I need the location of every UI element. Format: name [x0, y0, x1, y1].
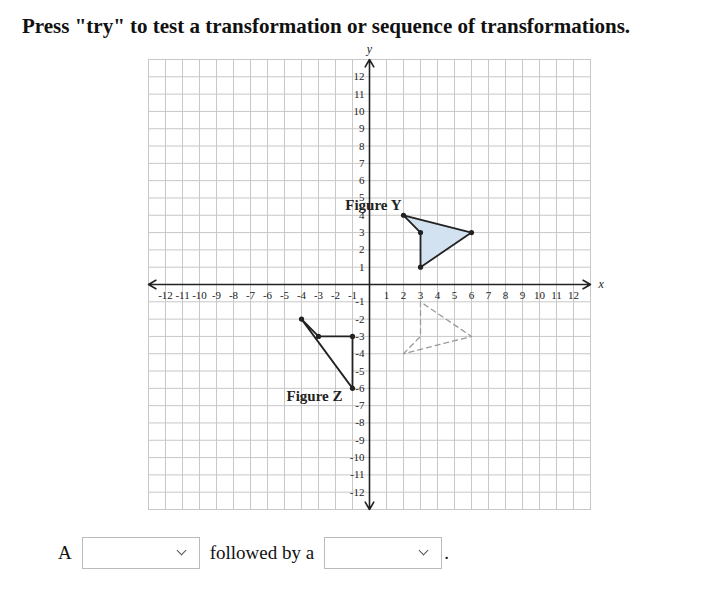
svg-text:3: 3	[359, 226, 365, 238]
svg-text:-2: -2	[355, 313, 364, 325]
svg-text:-11: -11	[350, 468, 364, 480]
svg-text:4: 4	[359, 208, 365, 221]
svg-text:-3: -3	[314, 289, 324, 301]
html-text:A: A	[58, 542, 72, 563]
svg-text:-7: -7	[246, 289, 256, 301]
svg-text:10: 10	[534, 289, 546, 301]
svg-text:-12: -12	[350, 486, 365, 498]
svg-text:-1: -1	[347, 289, 358, 301]
svg-text:-3: -3	[355, 330, 365, 342]
svg-text:6: 6	[359, 174, 365, 186]
svg-text:-6: -6	[263, 289, 273, 301]
svg-text:Figure Z: Figure Z	[287, 388, 343, 404]
svg-text:10: 10	[354, 105, 366, 117]
svg-text:-8: -8	[355, 416, 365, 428]
svg-text:11: 11	[551, 289, 562, 301]
svg-text:-4: -4	[297, 289, 307, 301]
svg-text:7: 7	[486, 289, 492, 301]
svg-text:-5: -5	[280, 289, 290, 301]
svg-text:7: 7	[359, 157, 365, 169]
svg-text:12: 12	[568, 289, 579, 301]
svg-text:12: 12	[354, 70, 365, 82]
svg-text:11: 11	[354, 88, 365, 100]
svg-text:3: 3	[418, 289, 424, 301]
svg-text:1: 1	[359, 261, 365, 273]
svg-text:-8: -8	[229, 289, 239, 301]
svg-text:-11: -11	[175, 289, 189, 301]
svg-text:-2: -2	[331, 289, 340, 301]
svg-text:-4: -4	[355, 347, 365, 359]
html-text:followed by a: followed by a	[209, 542, 315, 563]
svg-text:1: 1	[384, 289, 390, 301]
svg-text:5: 5	[452, 289, 458, 301]
svg-text:9: 9	[520, 289, 526, 301]
svg-text:8: 8	[359, 140, 365, 152]
svg-text:6: 6	[469, 289, 475, 301]
svg-text:-7: -7	[355, 399, 365, 411]
html-text:Press "try" to test a transfor: Press "try" to test a transformation or …	[22, 14, 631, 38]
svg-text:9: 9	[359, 122, 365, 134]
svg-text:-1: -1	[355, 295, 364, 307]
svg-text:2: 2	[359, 243, 365, 255]
svg-text:-9: -9	[355, 434, 365, 446]
svg-text:Figure Y: Figure Y	[345, 197, 401, 213]
svg-text:4: 4	[435, 289, 441, 301]
svg-text:x: x	[598, 277, 605, 291]
svg-text:8: 8	[503, 289, 509, 301]
svg-text:-12: -12	[158, 289, 173, 301]
svg-text:y: y	[366, 42, 373, 56]
svg-text:2: 2	[401, 289, 407, 301]
svg-text:-10: -10	[350, 451, 365, 463]
svg-text:-9: -9	[212, 289, 222, 301]
svg-text:-10: -10	[192, 289, 207, 301]
svg-text:-6: -6	[355, 382, 365, 394]
svg-text:-5: -5	[355, 365, 365, 377]
